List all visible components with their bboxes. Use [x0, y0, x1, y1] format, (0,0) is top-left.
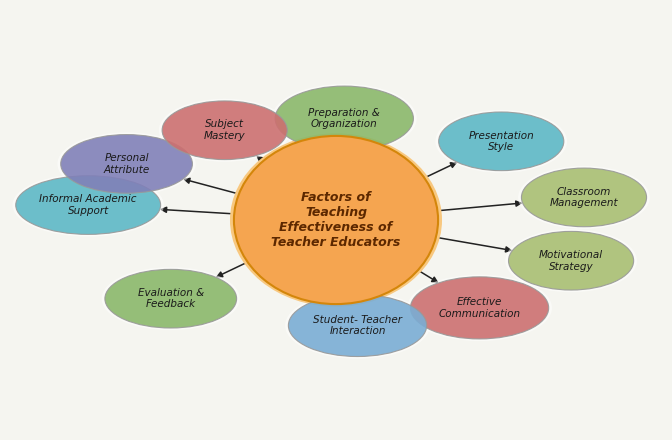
Ellipse shape [285, 292, 430, 359]
Ellipse shape [505, 229, 637, 292]
Ellipse shape [288, 294, 427, 356]
Ellipse shape [101, 267, 240, 330]
Ellipse shape [60, 135, 192, 193]
Text: Evaluation &
Feedback: Evaluation & Feedback [138, 288, 204, 309]
Text: Personal
Attribute: Personal Attribute [103, 153, 150, 175]
Ellipse shape [159, 99, 290, 162]
Ellipse shape [272, 84, 417, 153]
Ellipse shape [435, 110, 567, 173]
Ellipse shape [509, 231, 634, 290]
Text: Effective
Communication: Effective Communication [438, 297, 521, 319]
Text: Motivational
Strategy: Motivational Strategy [539, 250, 603, 271]
Text: Classroom
Management: Classroom Management [550, 187, 618, 208]
Ellipse shape [411, 277, 548, 339]
Text: Presentation
Style: Presentation Style [468, 131, 534, 152]
Ellipse shape [162, 101, 287, 160]
Ellipse shape [105, 269, 237, 328]
Ellipse shape [275, 86, 413, 151]
Ellipse shape [230, 133, 442, 307]
Text: Subject
Mastery: Subject Mastery [204, 119, 245, 141]
Text: Preparation &
Organization: Preparation & Organization [308, 108, 380, 129]
Text: Informal Academic
Support: Informal Academic Support [40, 194, 137, 216]
Text: Student- Teacher
Interaction: Student- Teacher Interaction [313, 315, 402, 336]
Ellipse shape [439, 112, 564, 171]
Ellipse shape [407, 275, 552, 341]
Ellipse shape [234, 136, 438, 304]
Ellipse shape [57, 132, 196, 195]
Ellipse shape [518, 166, 650, 229]
Ellipse shape [15, 176, 161, 235]
Ellipse shape [521, 168, 646, 227]
Ellipse shape [13, 174, 164, 237]
Text: Factors of
Teaching
Effectiveness of
Teacher Educators: Factors of Teaching Effectiveness of Tea… [271, 191, 401, 249]
